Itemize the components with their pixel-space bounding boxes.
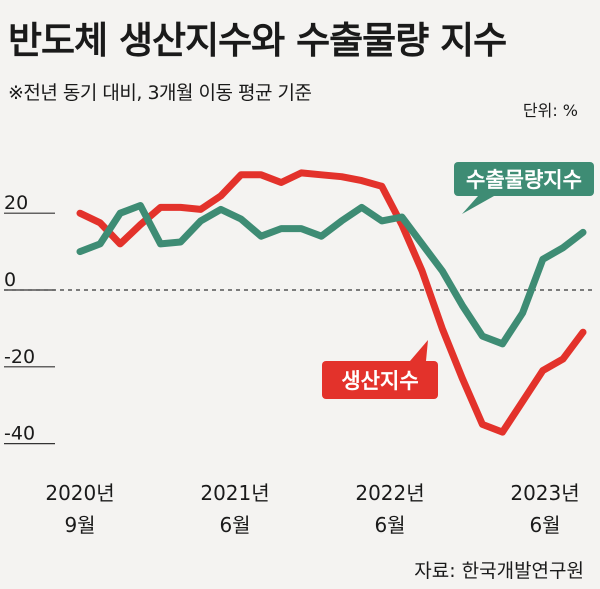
x-tick-label-month: 6월	[219, 513, 250, 537]
source-label: 자료: 한국개발연구원	[414, 556, 584, 583]
svg-text:수출물량지수: 수출물량지수	[466, 168, 582, 192]
x-tick-label-year: 2023년	[510, 481, 579, 505]
x-tick-label-month: 6월	[374, 513, 405, 537]
production-series-label: 생산지수	[322, 340, 438, 399]
y-tick-label: 0	[4, 269, 16, 291]
x-tick-label-month: 6월	[529, 513, 560, 537]
export-series-label: 수출물량지수	[454, 162, 594, 214]
x-tick-label-year: 2020년	[45, 481, 114, 505]
x-tick-label-year: 2021년	[200, 481, 269, 505]
x-tick-label-month: 9월	[64, 513, 95, 537]
svg-text:생산지수: 생산지수	[341, 369, 418, 393]
y-tick-label: 20	[4, 192, 28, 214]
y-tick-label: -20	[4, 346, 35, 368]
x-tick-label-year: 2022년	[355, 481, 424, 505]
y-tick-label: -40	[4, 423, 35, 445]
export-volume-line	[80, 206, 583, 344]
